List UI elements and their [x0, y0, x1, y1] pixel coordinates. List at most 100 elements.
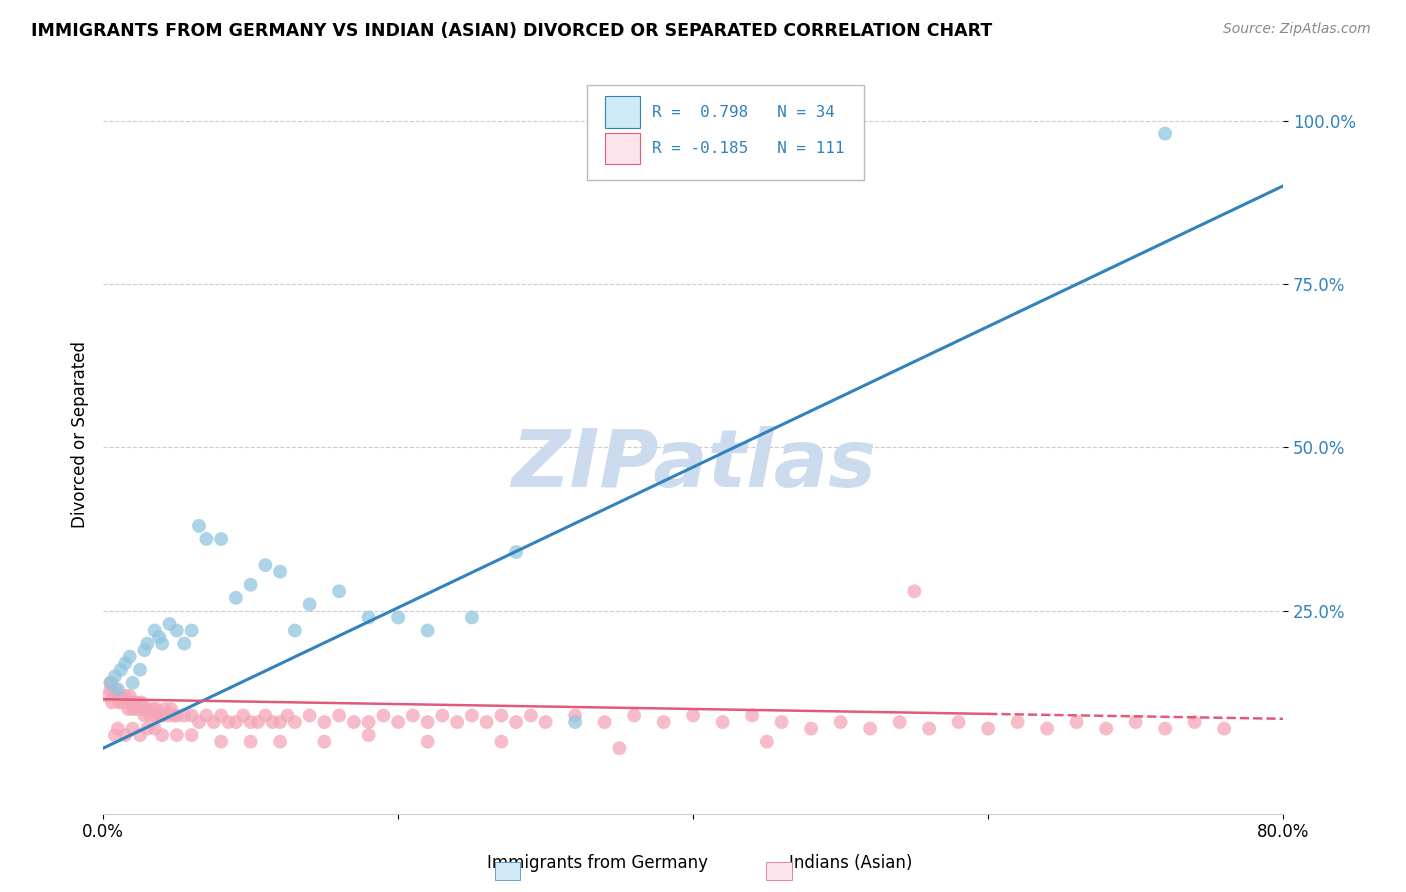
Point	[104, 669, 127, 683]
Point	[1095, 722, 1118, 736]
Point	[150, 637, 173, 651]
Point	[111, 695, 134, 709]
Point	[117, 702, 139, 716]
Point	[461, 610, 484, 624]
Point	[132, 702, 155, 716]
Point	[711, 714, 734, 729]
Point	[475, 714, 498, 729]
Point	[129, 728, 152, 742]
Point	[328, 584, 350, 599]
Point	[107, 682, 129, 697]
Point	[136, 702, 159, 716]
Point	[446, 714, 468, 729]
Point	[461, 708, 484, 723]
Point	[276, 708, 298, 723]
Point	[977, 722, 1000, 736]
Point	[180, 708, 202, 723]
Point	[180, 728, 202, 742]
Point	[416, 714, 439, 729]
Point	[143, 624, 166, 638]
Point	[121, 676, 143, 690]
Point	[134, 643, 156, 657]
Point	[402, 708, 425, 723]
Text: IMMIGRANTS FROM GERMANY VS INDIAN (ASIAN) DIVORCED OR SEPARATED CORRELATION CHAR: IMMIGRANTS FROM GERMANY VS INDIAN (ASIAN…	[31, 22, 993, 40]
Point	[136, 637, 159, 651]
Point	[114, 689, 136, 703]
Point	[357, 714, 380, 729]
Point	[328, 708, 350, 723]
FancyBboxPatch shape	[586, 86, 865, 180]
Point	[121, 702, 143, 716]
Point	[218, 714, 240, 729]
Point	[830, 714, 852, 729]
Point	[254, 708, 277, 723]
Point	[269, 734, 291, 748]
Point	[100, 676, 122, 690]
Text: R =  0.798   N = 34: R = 0.798 N = 34	[652, 104, 835, 120]
Point	[225, 591, 247, 605]
Point	[593, 714, 616, 729]
Point	[254, 558, 277, 573]
Point	[534, 714, 557, 729]
Point	[262, 714, 284, 729]
Point	[314, 714, 336, 729]
Point	[741, 708, 763, 723]
Point	[1154, 722, 1177, 736]
Point	[520, 708, 543, 723]
Point	[889, 714, 911, 729]
Point	[202, 714, 225, 729]
Text: Immigrants from Germany: Immigrants from Germany	[486, 855, 709, 872]
Point	[918, 722, 941, 736]
Point	[150, 728, 173, 742]
Point	[105, 689, 128, 703]
Point	[166, 708, 188, 723]
Point	[1213, 722, 1236, 736]
Point	[505, 545, 527, 559]
Point	[166, 624, 188, 638]
Y-axis label: Divorced or Separated: Divorced or Separated	[72, 341, 89, 528]
Point	[118, 689, 141, 703]
Text: Indians (Asian): Indians (Asian)	[789, 855, 912, 872]
Point	[110, 689, 132, 703]
Point	[148, 708, 170, 723]
Point	[298, 598, 321, 612]
Point	[120, 695, 142, 709]
Point	[188, 519, 211, 533]
Point	[387, 714, 409, 729]
Point	[284, 624, 307, 638]
Point	[247, 714, 270, 729]
Point	[770, 714, 793, 729]
Point	[134, 708, 156, 723]
Point	[108, 695, 131, 709]
Point	[1066, 714, 1088, 729]
Point	[131, 695, 153, 709]
Point	[859, 722, 882, 736]
Point	[209, 532, 232, 546]
Point	[269, 714, 291, 729]
Point	[564, 714, 586, 729]
Point	[150, 708, 173, 723]
Point	[173, 637, 195, 651]
Point	[129, 663, 152, 677]
Point	[115, 695, 138, 709]
Point	[800, 722, 823, 736]
Point	[173, 708, 195, 723]
Point	[357, 728, 380, 742]
Point	[166, 728, 188, 742]
Point	[163, 708, 186, 723]
Text: Source: ZipAtlas.com: Source: ZipAtlas.com	[1223, 22, 1371, 37]
FancyBboxPatch shape	[605, 96, 640, 128]
Point	[284, 714, 307, 729]
Point	[124, 702, 146, 716]
Point	[145, 702, 167, 716]
Point	[755, 734, 778, 748]
Point	[157, 708, 180, 723]
Point	[314, 734, 336, 748]
Point	[96, 689, 118, 703]
Point	[159, 617, 181, 632]
Point	[564, 708, 586, 723]
Point	[948, 714, 970, 729]
Point	[491, 708, 513, 723]
Point	[100, 682, 122, 697]
Text: ZIPatlas: ZIPatlas	[510, 425, 876, 504]
